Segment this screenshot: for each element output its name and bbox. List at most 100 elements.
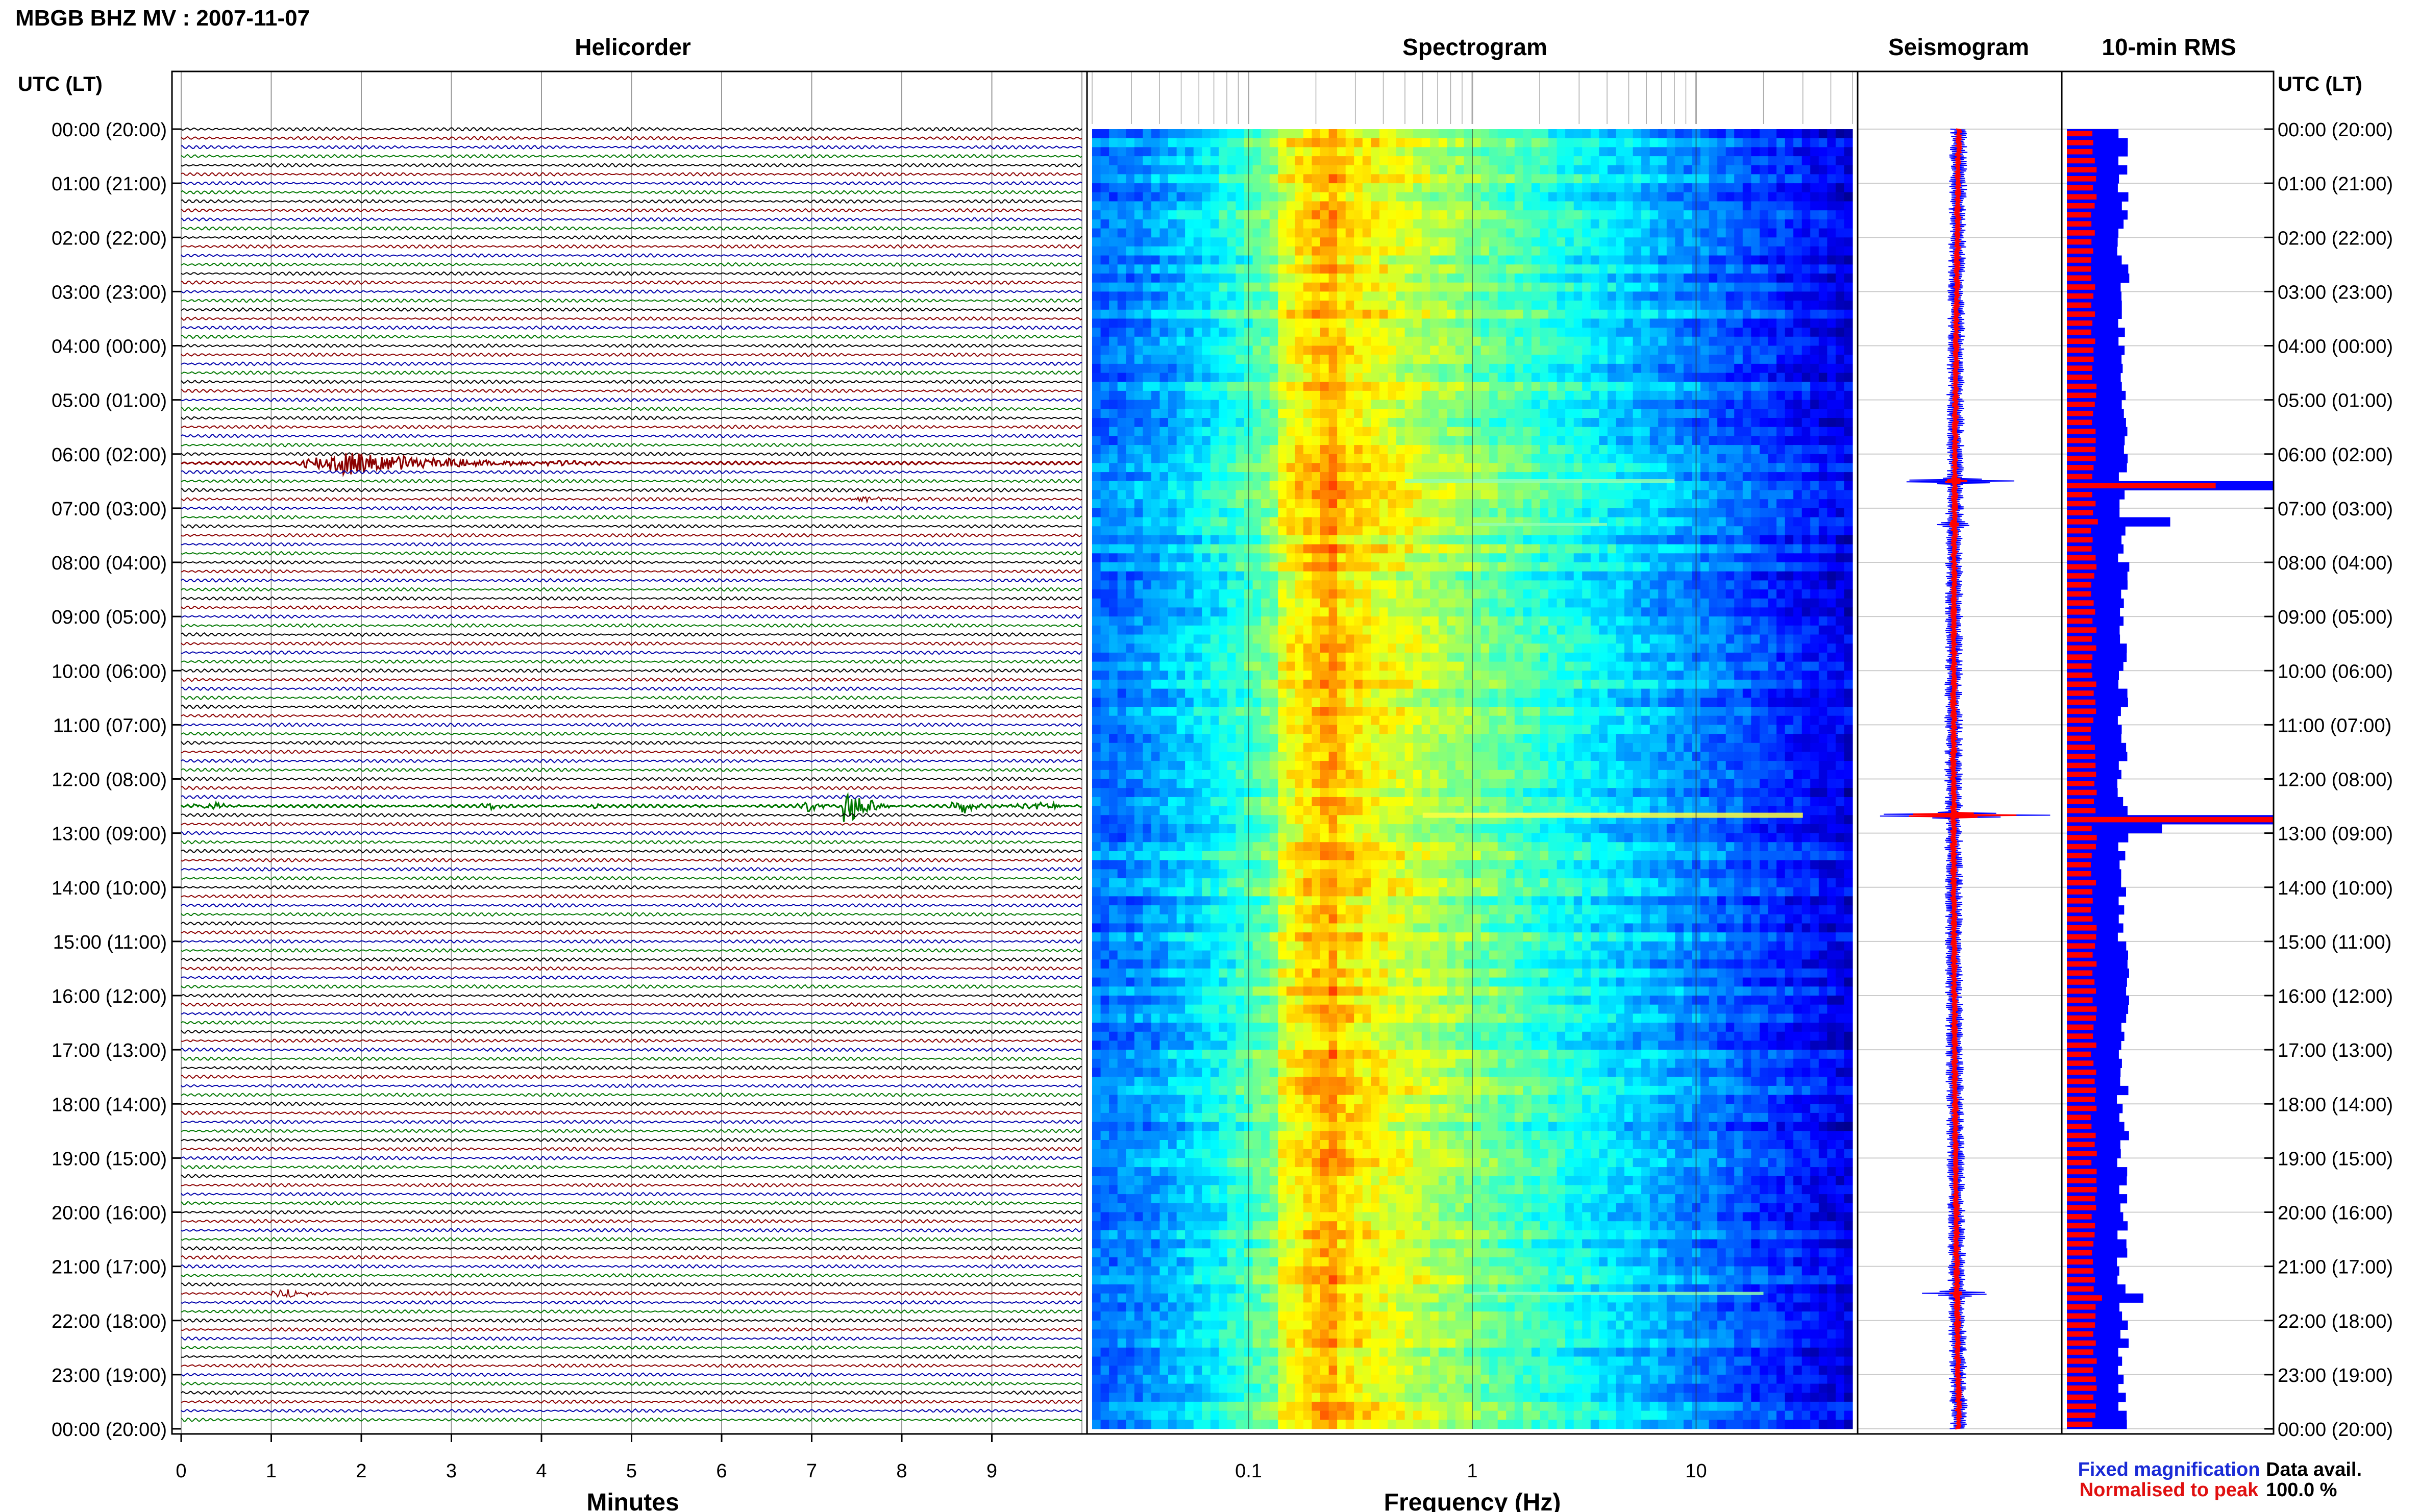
spectrogram-cell xyxy=(1523,390,1532,401)
spectrogram-cell xyxy=(1413,355,1422,364)
spectrogram-cell xyxy=(1675,481,1684,491)
spectrogram-cell xyxy=(1252,562,1262,572)
helicorder-trace xyxy=(181,659,1082,664)
spectrogram-cell xyxy=(1793,373,1803,382)
spectrogram-cell xyxy=(1649,192,1659,202)
spectrogram-cell xyxy=(1717,345,1726,355)
spectrogram-cell xyxy=(1295,255,1304,265)
spectrogram-cell xyxy=(1210,445,1219,455)
helicorder-trace xyxy=(181,686,1082,691)
spectrogram-cell xyxy=(1844,363,1853,374)
spectrogram-cell xyxy=(1658,129,1667,139)
spectrogram-cell xyxy=(1582,472,1591,482)
spectrogram-cell xyxy=(1438,336,1447,346)
spectrogram-cell xyxy=(1506,328,1515,337)
spectrogram-cell xyxy=(1219,481,1228,491)
spectrogram-cell xyxy=(1227,246,1237,256)
spectrogram-cell xyxy=(1793,499,1803,509)
spectrogram-cell xyxy=(1185,183,1194,193)
spectrogram-cell xyxy=(1582,400,1591,409)
spectrogram-cell xyxy=(1227,355,1237,364)
spectrogram-cell xyxy=(1379,291,1389,301)
spectrogram-cell xyxy=(1261,201,1270,211)
spectrogram-cell xyxy=(1379,129,1389,139)
spectrogram-cell xyxy=(1126,607,1135,617)
spectrogram-cell xyxy=(1261,363,1270,374)
spectrogram-cell xyxy=(1455,490,1465,500)
spectrogram-cell xyxy=(1709,183,1718,193)
spectrogram-cell xyxy=(1514,282,1523,292)
spectrogram-cell xyxy=(1751,553,1760,563)
spectrogram-cell xyxy=(1202,427,1211,436)
spectrogram-cell xyxy=(1649,355,1659,364)
spectrogram-cell xyxy=(1143,580,1152,590)
spectrogram-cell xyxy=(1734,571,1743,581)
spectrogram-cell xyxy=(1379,544,1389,554)
spectrogram-cell xyxy=(1219,562,1228,572)
spectrogram-cell xyxy=(1176,201,1186,211)
spectrogram-cell xyxy=(1734,318,1743,328)
spectrogram-cell xyxy=(1624,192,1634,202)
spectrogram-cell xyxy=(1210,598,1219,608)
spectrogram-cell xyxy=(1480,589,1490,599)
spectrogram-cell xyxy=(1210,345,1219,355)
spectrogram-cell xyxy=(1092,255,1101,265)
spectrogram-cell xyxy=(1126,418,1135,428)
spectrogram-cell xyxy=(1379,535,1389,545)
spectrogram-cell xyxy=(1345,418,1354,428)
spectrogram-cell xyxy=(1514,174,1523,184)
spectrogram-cell xyxy=(1362,363,1371,374)
spectrogram-cell xyxy=(1658,580,1667,590)
spectrogram-cell xyxy=(1548,219,1558,229)
spectrogram-cell xyxy=(1117,607,1126,617)
spectrogram-cell xyxy=(1810,553,1819,563)
spectrogram-cell xyxy=(1683,517,1693,527)
spectrogram-cell xyxy=(1540,400,1549,409)
spectrogram-cell xyxy=(1599,291,1608,301)
spectrogram-cell xyxy=(1725,562,1735,572)
spectrogram-cell xyxy=(1666,165,1675,175)
spectrogram-cell xyxy=(1751,183,1760,193)
spectrogram-cell xyxy=(1261,373,1270,382)
spectrogram-cell xyxy=(1472,436,1482,445)
spectrogram-cell xyxy=(1126,282,1135,292)
spectrogram-cell xyxy=(1590,463,1599,473)
spectrogram-cell xyxy=(1371,508,1380,518)
spectrogram-cell xyxy=(1100,607,1109,617)
spectrogram-cell xyxy=(1320,472,1329,482)
spectrogram-cell xyxy=(1438,255,1447,265)
spectrogram-cell xyxy=(1844,328,1853,337)
spectrogram-cell xyxy=(1151,382,1161,391)
spectrogram-cell xyxy=(1557,237,1566,247)
spectrogram-cell xyxy=(1768,580,1777,590)
spectrogram-cell xyxy=(1269,427,1278,436)
spectrogram-cell xyxy=(1599,373,1608,382)
spectrogram-cell xyxy=(1354,301,1363,310)
spectrogram-cell xyxy=(1675,463,1684,473)
spectrogram-cell xyxy=(1810,201,1819,211)
spectrogram-cell xyxy=(1725,138,1735,147)
spectrogram-cell xyxy=(1768,192,1777,202)
spectrogram-cell xyxy=(1134,481,1143,491)
spectrogram-cell xyxy=(1709,237,1718,247)
spectrogram-cell xyxy=(1371,472,1380,482)
spectrogram-cell xyxy=(1540,445,1549,455)
spectrogram-cell xyxy=(1616,291,1625,301)
spectrogram-cell xyxy=(1320,481,1329,491)
spectrogram-cell xyxy=(1362,373,1371,382)
spectrogram-cell xyxy=(1573,418,1583,428)
spectrogram-cell xyxy=(1269,454,1278,464)
spectrogram-cell xyxy=(1100,138,1109,147)
spectrogram-cell xyxy=(1590,427,1599,436)
spectrogram-cell xyxy=(1227,282,1237,292)
spectrogram-cell xyxy=(1261,454,1270,464)
spectrogram-cell xyxy=(1514,237,1523,247)
spectrogram-cell xyxy=(1227,156,1237,166)
spectrogram-cell xyxy=(1379,553,1389,563)
spectrogram-cell xyxy=(1785,589,1794,599)
spectrogram-cell xyxy=(1413,463,1422,473)
spectrogram-cell xyxy=(1751,345,1760,355)
spectrogram-cell xyxy=(1421,210,1430,220)
spectrogram-cell xyxy=(1675,400,1684,409)
spectrogram-cell xyxy=(1666,445,1675,455)
